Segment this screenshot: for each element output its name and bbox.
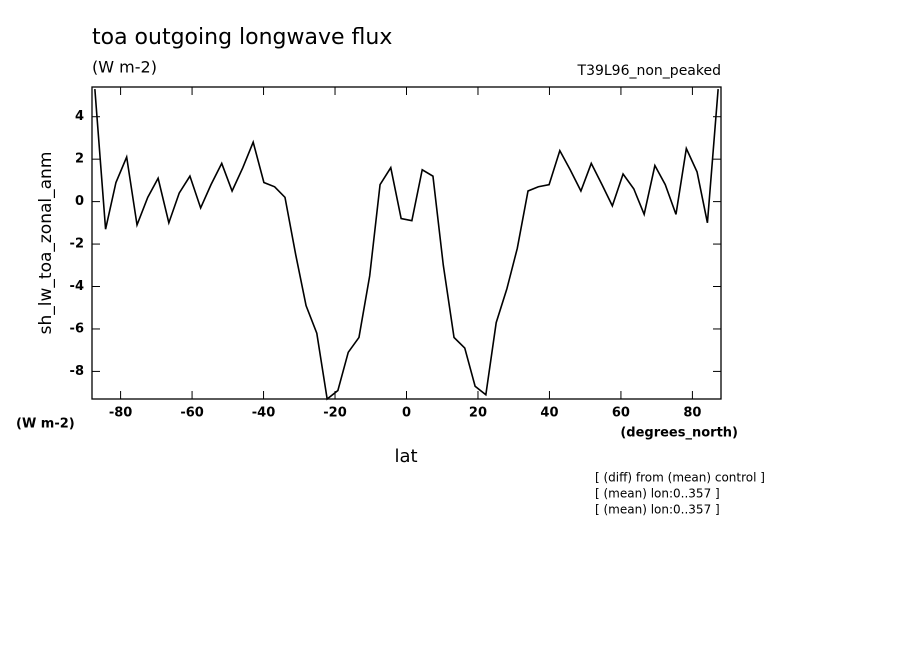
dataset-label: T39L96_non_peaked [577,63,721,79]
y-tick-label: -4 [70,279,84,294]
x-units: (degrees_north) [620,426,738,441]
data-line [94,89,719,401]
x-tick-label: 80 [683,406,701,421]
note: [ (diff) from (mean) control ] [595,471,765,485]
plot-frame [91,86,722,400]
y-units: (W m-2) [16,417,75,432]
chart-title: toa outgoing longwave flux [92,25,392,50]
note: [ (mean) lon:0..357 ] [595,487,720,501]
y-tick-label: -6 [70,321,84,336]
y-tick-label: -8 [70,364,84,379]
x-tick-label: -80 [109,406,133,421]
x-axis-label: lat [394,446,417,467]
x-tick-label: 20 [469,406,487,421]
y-tick-label: 2 [75,152,84,167]
x-tick-label: -40 [252,406,276,421]
x-tick-label: 60 [612,406,630,421]
note: [ (mean) lon:0..357 ] [595,503,720,517]
x-tick-label: -60 [180,406,204,421]
x-tick-label: 40 [540,406,558,421]
x-tick-label: -20 [323,406,347,421]
y-tick-label: 0 [75,194,84,209]
y-axis-label: sh_lw_toa_zonal_anm [36,152,56,335]
y-tick-label: -2 [70,237,84,252]
subtitle: (W m-2) [92,58,157,77]
y-tick-label: 4 [75,109,84,124]
x-tick-label: 0 [402,406,411,421]
